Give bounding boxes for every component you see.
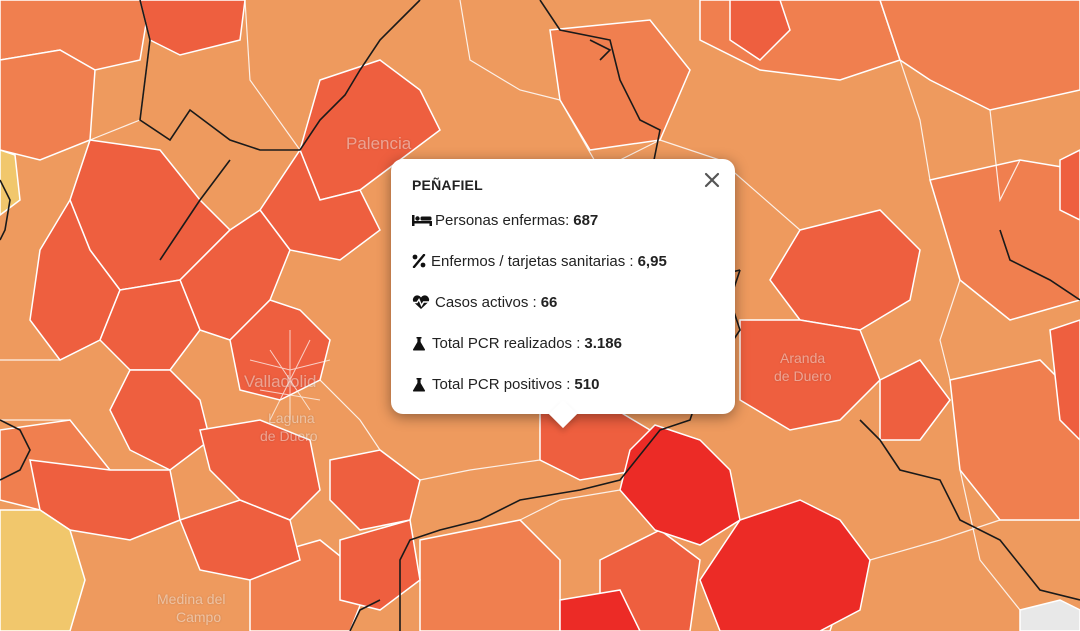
stat-value: 510 bbox=[574, 375, 600, 393]
stat-row-enfermos-tarjetas: Enfermos / tarjetas sanitarias : 6,95 bbox=[412, 250, 715, 272]
map-regions-high[interactable] bbox=[29, 0, 1080, 631]
stat-value: 6,95 bbox=[637, 252, 667, 270]
heartbeat-icon bbox=[412, 294, 432, 310]
map-regions-very-high[interactable] bbox=[559, 424, 871, 631]
close-icon[interactable] bbox=[702, 170, 722, 190]
stat-row-pcr-realizados: Total PCR realizados : 3.186 bbox=[412, 332, 715, 354]
flask-icon bbox=[412, 335, 429, 351]
bed-icon bbox=[412, 212, 432, 228]
stat-label: Enfermos / tarjetas sanitarias : bbox=[431, 252, 634, 270]
stat-value: 687 bbox=[573, 211, 599, 229]
stat-value: 3.186 bbox=[584, 334, 622, 352]
map-regions-low[interactable] bbox=[0, 149, 86, 631]
stat-label: Total PCR positivos : bbox=[432, 375, 571, 393]
municipal-borders bbox=[0, 0, 1021, 611]
stat-row-pcr-positivos: Total PCR positivos : 510 bbox=[412, 373, 715, 395]
stat-row-personas-enfermas: Personas enfermas: 687 bbox=[412, 209, 715, 231]
valladolid-urban-network bbox=[249, 330, 331, 421]
map-region-lowest[interactable] bbox=[1019, 599, 1080, 631]
percent-icon bbox=[412, 253, 428, 269]
stat-label: Casos activos : bbox=[435, 293, 537, 311]
municipality-popup: PEÑAFIEL Personas enfermas: 687 Enfermos… bbox=[391, 159, 735, 429]
flask-icon bbox=[412, 376, 429, 392]
stat-label: Total PCR realizados : bbox=[432, 334, 581, 352]
stat-label: Personas enfermas: bbox=[435, 211, 570, 229]
stat-value: 66 bbox=[540, 293, 558, 311]
stat-row-casos-activos: Casos activos : 66 bbox=[412, 291, 715, 313]
popup-title: PEÑAFIEL bbox=[412, 177, 483, 193]
